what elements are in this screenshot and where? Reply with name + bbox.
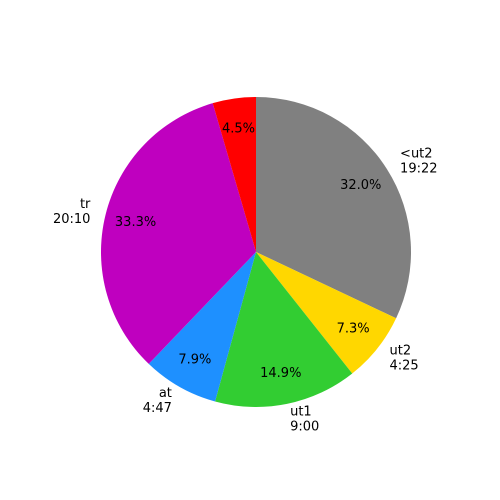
pie-slice — [256, 97, 411, 319]
pie-slice — [256, 252, 397, 374]
slice-label-line: ut2 — [389, 343, 411, 358]
slice-label: ut1 9:00 — [290, 404, 319, 434]
slice-label-line: at — [159, 385, 172, 400]
slice-label-line: tr — [80, 196, 91, 211]
slice-label-line: 19:22 — [400, 161, 437, 176]
slice-label-line: 4:25 — [389, 358, 418, 373]
slice-label-line: 4:47 — [143, 400, 172, 415]
pie-slice — [101, 103, 256, 364]
slice-label-line: 9:00 — [290, 419, 319, 434]
pie-slice — [212, 97, 256, 252]
slice-label: ut2 4:25 — [389, 343, 418, 373]
percent-label: 33.3% — [115, 215, 156, 230]
percent-label: 32.0% — [340, 178, 381, 193]
pie-slice — [215, 252, 353, 408]
slice-label: at 4:47 — [143, 385, 172, 415]
slice-label-line: 20:10 — [53, 211, 90, 226]
percent-label: 14.9% — [260, 366, 301, 381]
slice-label-line: <ut2 — [400, 146, 433, 161]
slice-label: <ut2 19:22 — [400, 146, 437, 176]
slice-label: tr 20:10 — [53, 196, 91, 226]
pie-slice — [148, 252, 256, 402]
percent-label: 7.3% — [337, 322, 370, 337]
slice-label-line: ut1 — [290, 404, 312, 419]
percent-label: 4.5% — [222, 122, 255, 137]
percent-label: 7.9% — [178, 352, 211, 367]
